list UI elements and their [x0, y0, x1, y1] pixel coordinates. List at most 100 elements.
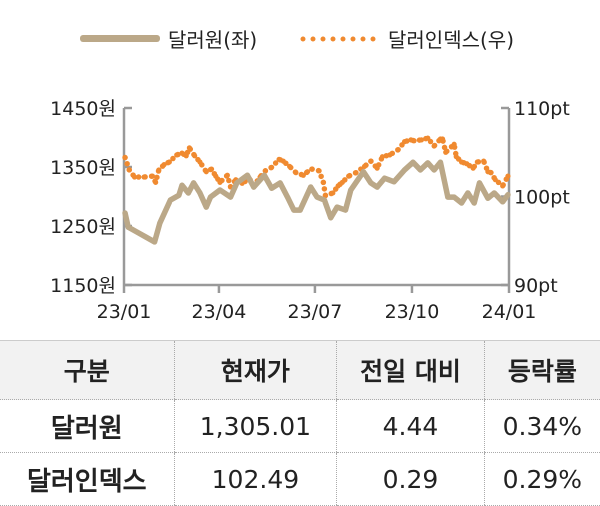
table-row: 달러원 1,305.01 4.44 0.34%: [0, 399, 600, 453]
dollar-index-point: [401, 139, 408, 145]
change-cell: 4.44: [336, 399, 485, 453]
usd-krw-point: [343, 207, 349, 213]
dollar-index-point: [453, 154, 459, 160]
usd-krw-point: [476, 180, 482, 186]
dollar-index-point: [418, 137, 425, 143]
left-tick-label: 1150원: [50, 275, 116, 297]
usd-krw-point: [437, 159, 443, 165]
usd-krw-point: [167, 197, 173, 203]
table-header-row: 구분 현재가 전일 대비 등락률: [0, 340, 600, 400]
legend-dot-swatch: [300, 36, 380, 41]
dollar-index-point: [183, 153, 189, 159]
dollar-index-point: [335, 183, 341, 189]
dollar-index-point: [269, 164, 275, 170]
legend-line-swatch: [80, 35, 160, 42]
usd-krw-point: [261, 172, 267, 178]
dollar-index-point: [431, 143, 437, 149]
dollar-index-point: [361, 163, 368, 170]
dollar-index-point: [203, 169, 209, 175]
usd-krw-point: [360, 169, 366, 175]
usd-krw-point: [451, 194, 457, 200]
usd-krw-point: [417, 167, 423, 173]
chart: 1450원 1350원 1250원 1150원 110pt 100pt 90pt 23/01 2…: [50, 98, 570, 323]
dollar-index-point: [153, 179, 159, 185]
price-cell: 102.49: [173, 452, 337, 506]
usd-krw-point: [314, 194, 320, 200]
usd-krw-point: [465, 190, 471, 196]
table-row: 달러인덱스 102.49 0.29 0.29%: [0, 452, 600, 506]
dollar-index-point: [156, 167, 162, 173]
usd-krw-line: [122, 159, 511, 245]
usd-krw-point: [284, 194, 290, 200]
x-tick-label: 23/04: [192, 301, 247, 323]
dollar-index-point: [126, 167, 132, 173]
usd-krw-point: [122, 210, 128, 216]
dollar-index-point: [481, 158, 487, 164]
dollar-index-point: [346, 173, 352, 179]
legend-label: 달러원(좌): [168, 28, 258, 52]
dollar-index-point: [451, 141, 457, 147]
dollar-index-point: [304, 169, 311, 175]
dollar-index-point: [262, 168, 268, 174]
legend: 달러원(좌) 달러인덱스(우): [0, 24, 600, 54]
usd-krw-point: [179, 182, 185, 188]
dollar-index-point: [443, 149, 449, 155]
usd-krw-point: [251, 184, 257, 190]
dollar-index-point: [309, 166, 315, 172]
right-tick-label: 90pt: [514, 275, 558, 297]
left-tick-label: 1450원: [50, 98, 116, 120]
legend-item-krw: 달러원(좌): [80, 24, 257, 53]
dollar-index-point: [213, 173, 219, 179]
dollar-index-point: [379, 154, 386, 160]
usd-krw-point: [185, 190, 191, 196]
usd-krw-point: [203, 204, 209, 210]
usd-krw-point: [491, 190, 497, 196]
usd-krw-point: [471, 200, 477, 206]
usd-krw-point: [500, 199, 506, 205]
right-tick-label: 100pt: [514, 187, 570, 209]
usd-krw-point: [321, 197, 327, 203]
usd-krw-point: [269, 185, 275, 191]
change-rate-cell: 0.29%: [483, 452, 600, 506]
x-tick-label: 24/01: [482, 301, 537, 323]
dollar-index-point: [179, 150, 185, 156]
usd-krw-point: [431, 167, 437, 173]
dollar-index-point: [339, 179, 345, 185]
dollar-index-point: [320, 179, 326, 185]
dollar-index-point: [470, 165, 476, 171]
row-label: 달러원: [0, 399, 175, 453]
dollar-index-point: [293, 170, 299, 176]
dollar-index-point: [224, 172, 230, 178]
usd-krw-point: [191, 180, 197, 186]
dollar-index-point: [387, 152, 393, 158]
usd-krw-point: [197, 190, 203, 196]
dollar-index-point: [186, 145, 192, 151]
dollar-index-point: [217, 179, 223, 185]
dollar-index-point: [316, 168, 322, 174]
dollar-index-point: [197, 159, 203, 165]
change-rate-cell: 0.34%: [483, 399, 600, 453]
dollar-index-point: [505, 173, 511, 179]
dollar-index-point: [439, 136, 446, 142]
usd-krw-point: [410, 159, 416, 165]
dollar-index-point: [287, 163, 293, 170]
dollar-index-point: [149, 173, 156, 179]
usd-krw-point: [505, 192, 511, 198]
legend-item-dxy: 달러인덱스(우): [300, 24, 514, 53]
usd-krw-point: [485, 195, 491, 201]
dollar-index-point: [322, 193, 329, 199]
usd-krw-point: [234, 180, 240, 186]
header-cell: 현재가: [173, 340, 337, 400]
usd-krw-point: [459, 200, 465, 206]
usd-krw-point: [382, 175, 388, 181]
dollar-index-point: [208, 166, 215, 172]
dollar-index-point: [464, 161, 470, 167]
usd-krw-point: [334, 204, 340, 210]
header-cell: 전일 대비: [336, 340, 485, 400]
dollar-index-point: [131, 174, 138, 180]
usd-krw-point: [134, 229, 140, 235]
x-tick-label: 23/01: [97, 301, 152, 323]
dollar-index-point: [174, 152, 180, 158]
dollar-index-point: [425, 135, 431, 141]
usd-krw-point: [445, 194, 451, 200]
